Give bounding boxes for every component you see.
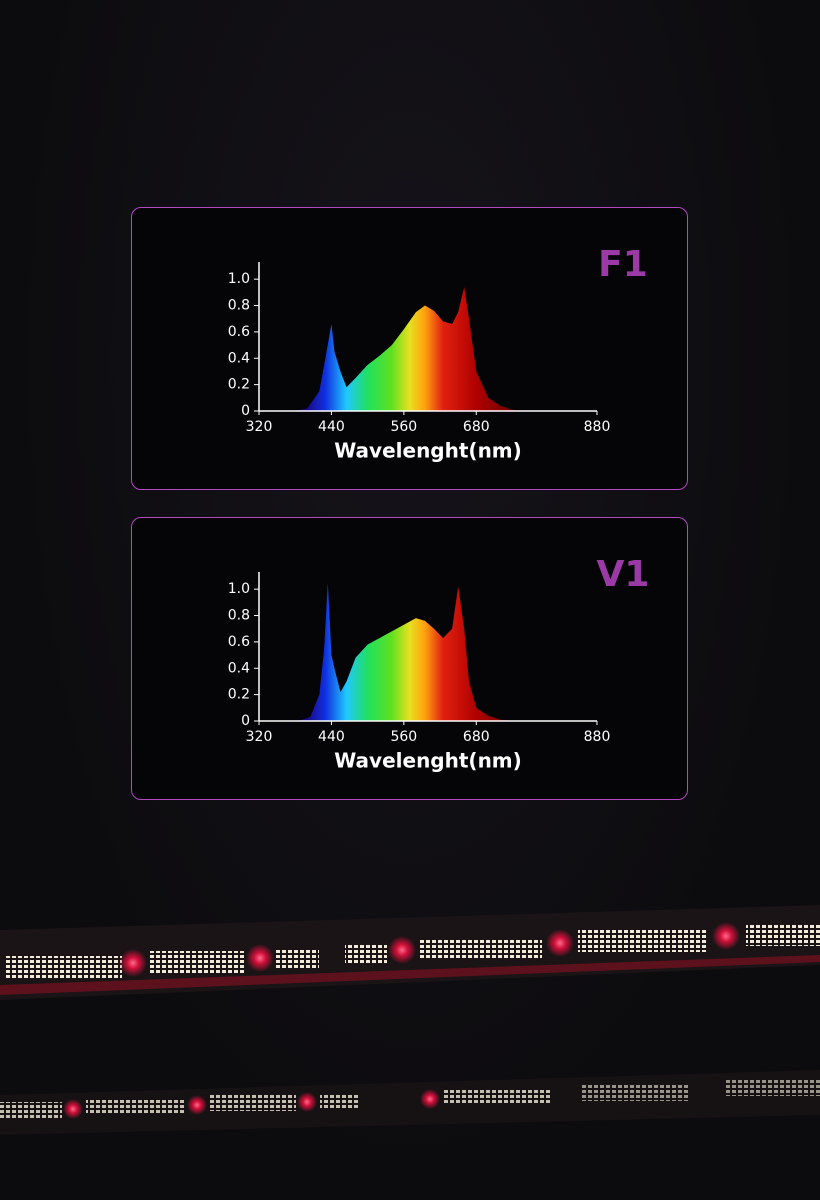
x-tick-label: 680 bbox=[463, 729, 490, 745]
x-tick-label: 440 bbox=[318, 419, 345, 435]
y-tick-label: 1.0 bbox=[228, 581, 250, 597]
chart-label: F1 bbox=[598, 244, 648, 285]
y-tick-label: 1.0 bbox=[228, 271, 250, 287]
y-tick-label: 0.6 bbox=[228, 324, 250, 340]
x-tick-label: 880 bbox=[584, 729, 611, 745]
y-tick-label: 0.6 bbox=[228, 634, 250, 650]
chart: 0 0.2 0.4 0.6 0.8 1.0 320 440 560 680 880 Wavelengh… bbox=[228, 244, 648, 463]
y-tick-label: 0.2 bbox=[228, 377, 250, 393]
x-tick-label: 320 bbox=[246, 419, 273, 435]
y-tick-label: 0 bbox=[241, 403, 250, 419]
y-tick-label: 0 bbox=[241, 713, 250, 729]
spectrum-area bbox=[295, 287, 525, 411]
chart: 0 0.2 0.4 0.6 0.8 1.0 320 440 560 680 880 Wavelengh… bbox=[228, 554, 650, 773]
x-axis-title: Wavelenght(nm) bbox=[334, 749, 522, 773]
x-axis-title: Wavelenght(nm) bbox=[334, 439, 522, 463]
y-tick-label: 0.8 bbox=[228, 298, 250, 314]
y-tick-label: 0.8 bbox=[228, 608, 250, 624]
x-tick-label: 880 bbox=[584, 419, 611, 435]
x-tick-label: 560 bbox=[390, 419, 417, 435]
x-tick-label: 680 bbox=[463, 419, 490, 435]
y-tick-label: 0.2 bbox=[228, 687, 250, 703]
x-tick-label: 320 bbox=[246, 729, 273, 745]
x-tick-label: 560 bbox=[390, 729, 417, 745]
spectrum-area bbox=[298, 582, 516, 721]
y-tick-label: 0.4 bbox=[228, 350, 250, 366]
chart-card: 0 0.2 0.4 0.6 0.8 1.0 320 440 560 680 880 Wavelengh… bbox=[131, 207, 688, 490]
chart-label: V1 bbox=[597, 554, 650, 595]
y-tick-label: 0.4 bbox=[228, 660, 250, 676]
x-tick-label: 440 bbox=[318, 729, 345, 745]
chart-card: 0 0.2 0.4 0.6 0.8 1.0 320 440 560 680 880 Wavelengh… bbox=[131, 517, 688, 800]
